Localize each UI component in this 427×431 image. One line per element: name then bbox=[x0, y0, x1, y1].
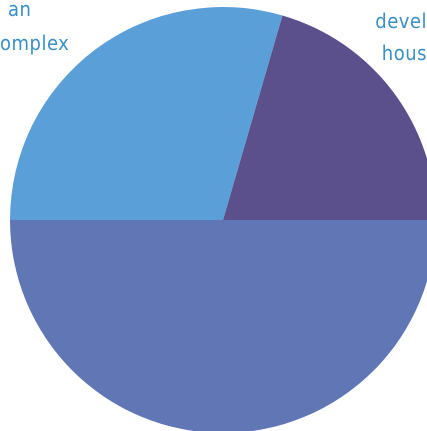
slice-label-top-right-line2: hous bbox=[382, 41, 427, 65]
pie-slice-2 bbox=[10, 220, 427, 431]
slice-label-top-left-line2: omplex bbox=[0, 31, 69, 55]
pie-slices bbox=[10, 7, 427, 431]
slice-label-top-left-line1: an bbox=[8, 0, 31, 21]
slice-label-top-right-line1: devel bbox=[375, 9, 427, 33]
